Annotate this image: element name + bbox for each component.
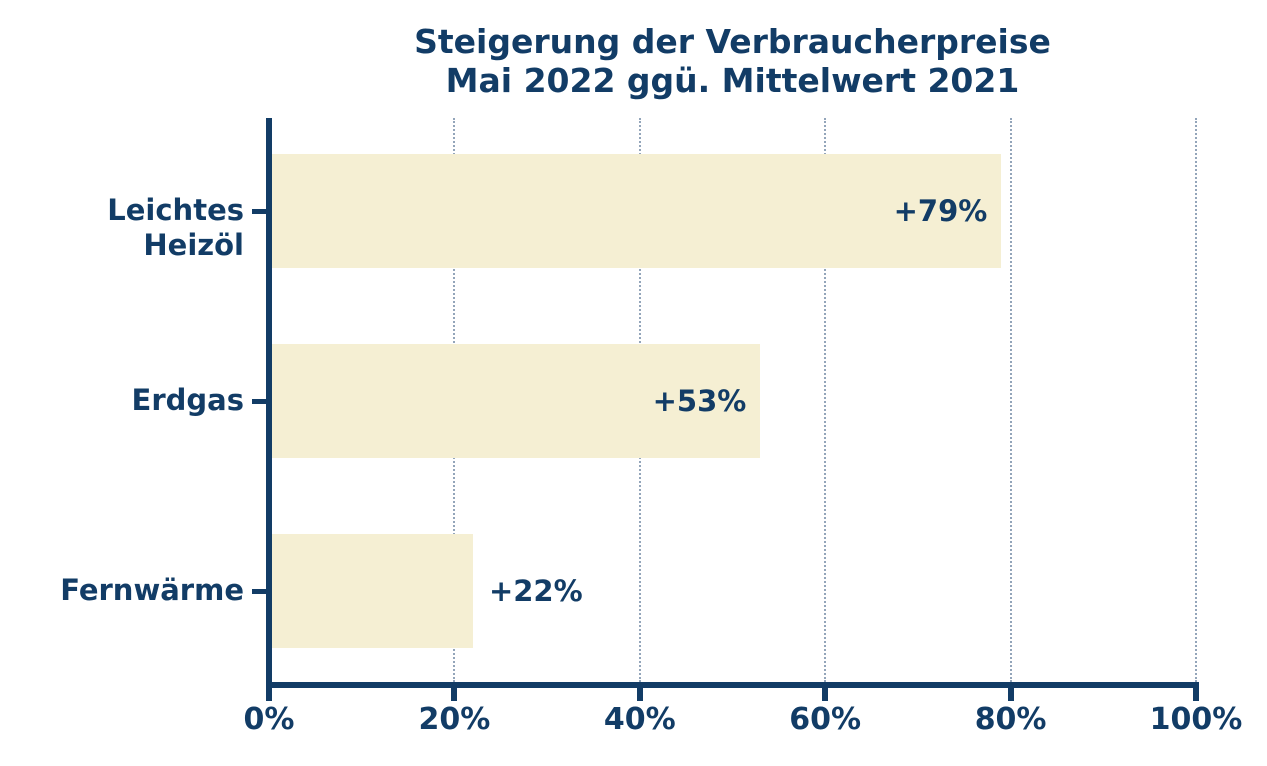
x-tick-label-40: 40% [603,702,676,737]
gridline-100 [1195,118,1197,682]
y-tick-mark [252,208,266,214]
x-tick-mark-80 [1007,688,1014,701]
chart-title-line1: Steigerung der Verbraucherpreise [414,22,1051,61]
x-tick-mark-40 [636,688,643,701]
bar-erdgas [272,344,761,458]
x-tick-mark-100 [1193,688,1199,701]
category-label: Erdgas [131,383,244,417]
gridline-60 [824,118,827,682]
bar-leichtes-heiz-l [272,154,1002,268]
x-tick-mark-20 [451,688,458,701]
chart-title: Steigerung der Verbraucherpreise Mai 202… [269,22,1196,100]
gridline-80 [1009,118,1012,682]
x-tick-label-80: 80% [974,702,1047,737]
x-tick-label-20: 20% [418,702,491,737]
x-tick-mark-60 [822,688,829,701]
x-axis-spine [266,682,1199,688]
x-tick-label-100: 100% [1149,702,1243,737]
y-tick-mark [252,588,266,594]
category-label: Leichtes Heizöl [107,193,244,262]
bar-value-label: +79% [893,194,988,228]
bar-value-label: +22% [488,574,583,608]
x-tick-mark-0 [266,688,272,701]
y-axis-spine [266,118,272,688]
x-tick-label-60: 60% [789,702,862,737]
bar-value-label: +53% [652,384,747,418]
x-tick-label-0: 0% [243,702,295,737]
category-label: Fernwärme [60,573,244,607]
bar-fernw-rme [272,534,473,648]
y-tick-mark [252,398,266,404]
chart-title-line2: Mai 2022 ggü. Mittelwert 2021 [445,61,1020,100]
